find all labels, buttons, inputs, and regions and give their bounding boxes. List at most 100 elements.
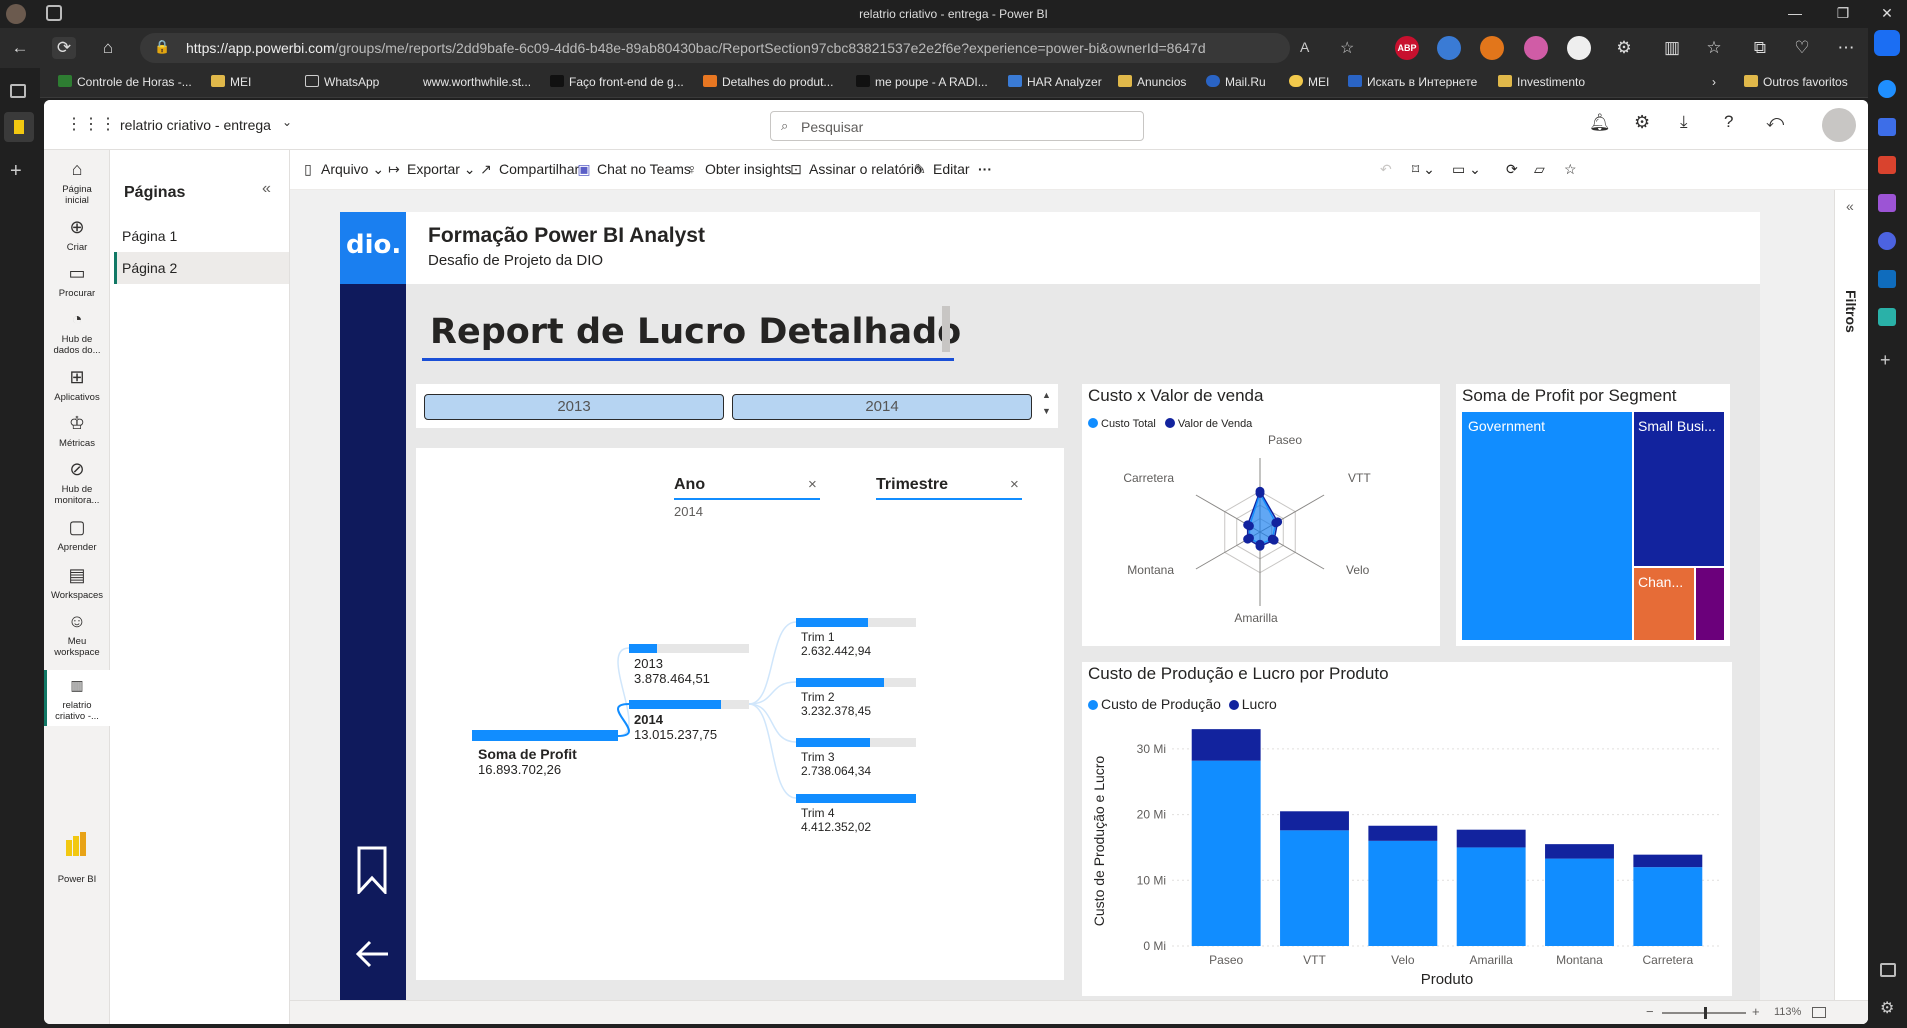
address-bar[interactable]: 🔒 https://app.powerbi.com/groups/me/repo… xyxy=(140,33,1354,63)
translate-extension-icon[interactable] xyxy=(1437,36,1461,60)
performance-icon[interactable]: ♡ xyxy=(1794,38,1810,57)
bookmark-item[interactable]: MEI xyxy=(211,75,251,89)
zoom-in-icon[interactable]: + xyxy=(1752,1004,1760,1019)
treemap-tile-small-business[interactable]: Small Busi... xyxy=(1634,412,1724,566)
back-icon[interactable]: ← xyxy=(11,38,29,57)
rail-item-data-hub[interactable]: ◔ Hub de dados do... xyxy=(53,309,101,356)
more-icon[interactable]: ⋯ xyxy=(1837,38,1855,57)
share-feedback-icon[interactable]: ⤺ xyxy=(1766,112,1785,131)
gear-icon[interactable]: ⚙ xyxy=(1634,112,1651,132)
rail-item-home[interactable]: ⌂ Página inicial xyxy=(62,159,92,206)
extensions-icon[interactable]: ⚙ xyxy=(1616,38,1632,57)
bookmark-item[interactable]: WhatsApp xyxy=(305,75,379,89)
report-name[interactable]: relatrio criativo - entrega xyxy=(120,117,271,133)
bing-copilot-icon[interactable] xyxy=(1874,30,1900,56)
fit-page-icon[interactable] xyxy=(1812,1007,1826,1018)
comment-icon[interactable]: ▱ xyxy=(1534,161,1545,177)
rail-item-metrics[interactable]: ♔ Métricas xyxy=(59,413,95,449)
close-icon[interactable]: ✕ xyxy=(1881,5,1893,21)
bar-lucro[interactable] xyxy=(1545,844,1614,859)
rail-item-create[interactable]: ⊕ Criar xyxy=(66,217,88,253)
treemap-tile-other[interactable] xyxy=(1696,568,1724,640)
zoom-out-icon[interactable]: − xyxy=(1646,1004,1654,1019)
refresh-icon[interactable]: ⟳ xyxy=(52,37,76,59)
undo-icon[interactable]: ↶ xyxy=(1380,161,1392,177)
bookmark-item[interactable]: Investimento xyxy=(1498,75,1585,89)
avatar[interactable] xyxy=(1822,108,1856,142)
bar-custo-producao[interactable] xyxy=(1633,867,1703,946)
bookmark-menu-icon[interactable]: ⌑ ⌄ xyxy=(1412,161,1435,177)
bookmark-item[interactable]: www.worthwhile.st... xyxy=(423,75,532,89)
exportar-menu[interactable]: ↦ Exportar ⌄ xyxy=(386,161,475,178)
expand-filters-icon[interactable]: « xyxy=(1846,198,1854,214)
slicer-button-2013[interactable]: 2013 xyxy=(424,394,724,420)
decomp-col1-close-icon[interactable]: × xyxy=(808,476,817,493)
filters-label[interactable]: Filtros xyxy=(1843,290,1859,333)
rail-item-browse[interactable]: ▭ Procurar xyxy=(58,263,96,299)
decomp-year-track[interactable] xyxy=(629,644,749,653)
decomp-quarter-bar[interactable] xyxy=(796,618,868,627)
rail-item-workspaces[interactable]: ▤ Workspaces xyxy=(50,565,104,601)
bar-custo-producao[interactable] xyxy=(1191,760,1261,946)
profile-avatar[interactable] xyxy=(6,4,26,24)
back-arrow-icon[interactable] xyxy=(354,936,390,972)
metamask-icon[interactable] xyxy=(1480,36,1504,60)
edit-button[interactable]: ✎ Editar xyxy=(912,161,969,178)
arquivo-menu[interactable]: ▯ Arquivo ⌄ xyxy=(300,161,384,178)
legend-lucro[interactable]: Lucro xyxy=(1241,696,1277,712)
radar-custo-point[interactable] xyxy=(1255,488,1265,498)
legend-custo[interactable]: Custo Total xyxy=(1101,418,1156,430)
insights-button[interactable]: ♀ Obter insights xyxy=(684,161,792,177)
tab-actions-icon[interactable] xyxy=(10,84,26,98)
sidebar-layout-icon[interactable] xyxy=(1880,963,1896,977)
workspaces-icon[interactable] xyxy=(46,5,62,21)
radar-custo-point[interactable] xyxy=(1267,534,1277,544)
radar-custo-point[interactable] xyxy=(1271,518,1281,528)
bookmark-item[interactable]: me poupe - A RADI... xyxy=(856,75,988,89)
extension-m-icon[interactable] xyxy=(1524,36,1548,60)
collapse-pages-icon[interactable]: « xyxy=(262,180,271,197)
view-menu-icon[interactable]: ▭ ⌄ xyxy=(1452,161,1481,177)
search-input[interactable]: ⌕ Pesquisar xyxy=(770,111,1144,141)
decomp-quarter-bar[interactable] xyxy=(796,678,884,687)
radar-custo-point[interactable] xyxy=(1255,539,1265,549)
bar-custo-producao[interactable] xyxy=(1368,840,1438,946)
legend-custo-producao[interactable]: Custo de Produção xyxy=(1101,696,1221,712)
bookmark-item[interactable]: Controle de Horas -... xyxy=(58,75,192,89)
compartilhar-button[interactable]: ↗ Compartilhar xyxy=(478,161,579,178)
decomp-col2-close-icon[interactable]: × xyxy=(1010,476,1019,493)
rail-item-apps[interactable]: ⊞ Aplicativos xyxy=(54,367,100,403)
favorites-icon[interactable]: ☆ xyxy=(1706,38,1722,57)
settings-icon[interactable]: ⚙ xyxy=(1880,1000,1895,1017)
extension-white-icon[interactable] xyxy=(1567,36,1591,60)
subscribe-button[interactable]: ⊡ Assinar o relatório xyxy=(788,161,922,178)
zoom-thumb[interactable] xyxy=(1704,1007,1707,1019)
slicer-scroll-down-icon[interactable]: ▼ xyxy=(1042,406,1051,416)
bookmark-item[interactable]: Искать в Интернете xyxy=(1348,75,1477,89)
chat-teams-button[interactable]: ▣ Chat no Teams xyxy=(577,161,691,177)
add-side-icon[interactable]: + xyxy=(1880,350,1891,370)
download-icon[interactable]: ⤓ xyxy=(1680,112,1688,131)
url-text[interactable]: https://app.powerbi.com/groups/me/report… xyxy=(186,40,1206,56)
decomp-year-bar[interactable] xyxy=(629,700,722,709)
notifications-icon[interactable]: 🔔︎ xyxy=(1589,113,1611,132)
decomp-col1-title[interactable]: Ano xyxy=(674,476,706,493)
drop-icon[interactable] xyxy=(1878,308,1896,326)
rail-item-current-report[interactable]: ▥ relatrio criativo -... xyxy=(44,670,110,726)
rail-item-monitoring[interactable]: ⊘ Hub de monitora... xyxy=(54,459,100,506)
favorite-star-icon[interactable]: ☆ xyxy=(1340,40,1355,57)
bookmark-nav-icon[interactable] xyxy=(356,846,388,896)
decomp-col2-title[interactable]: Trimestre xyxy=(876,476,949,493)
page-item-1[interactable]: Página 1 xyxy=(122,228,178,244)
notification-icon[interactable] xyxy=(1878,80,1896,98)
treemap-tile-government[interactable]: Government xyxy=(1462,412,1632,640)
copilot-icon[interactable] xyxy=(1878,232,1896,250)
treemap-tile-channel[interactable]: Chan... xyxy=(1634,568,1694,640)
radar-custo-point[interactable] xyxy=(1244,533,1254,543)
bar-lucro[interactable] xyxy=(1456,829,1526,848)
bookmarks-overflow-icon[interactable]: › xyxy=(1712,75,1716,89)
adblock-icon[interactable]: ABP xyxy=(1395,36,1419,60)
decomp-root-bar[interactable] xyxy=(472,730,618,741)
bar-custo-producao[interactable] xyxy=(1545,858,1614,946)
slicer-button-2014[interactable]: 2014 xyxy=(732,394,1032,420)
